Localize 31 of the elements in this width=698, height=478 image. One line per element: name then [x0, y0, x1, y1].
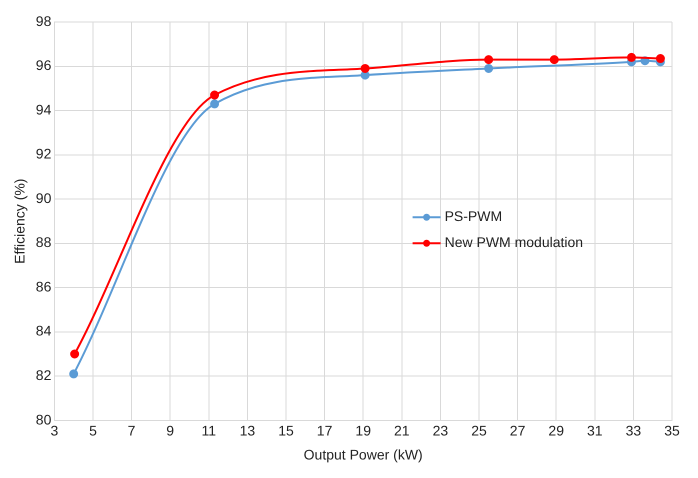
x-tick-label: 27	[510, 422, 526, 439]
y-tick-label: 94	[36, 101, 52, 118]
y-tick-label: 96	[36, 57, 52, 74]
x-tick-label: 23	[432, 422, 448, 439]
x-tick-label: 19	[355, 422, 372, 439]
x-tick-label: 21	[394, 422, 410, 439]
x-tick-label: 9	[166, 422, 174, 439]
x-tick-label: 15	[278, 422, 294, 439]
x-tick-label: 7	[128, 422, 136, 439]
x-axis-title: Output Power (kW)	[304, 446, 423, 462]
y-tick-label: 86	[36, 278, 52, 294]
x-tick-label: 5	[89, 422, 98, 439]
x-tick-label: 17	[316, 422, 333, 439]
x-tick-label: 11	[202, 422, 216, 439]
y-tick-label: 92	[36, 146, 52, 162]
y-axis-title: Efficiency (%)	[11, 178, 28, 264]
y-tick-label: 80	[36, 411, 52, 428]
x-tick-label: 13	[240, 422, 256, 439]
x-tick-label: 35	[664, 422, 680, 439]
y-tick-label: 82	[36, 366, 52, 383]
x-tick-label: 29	[548, 422, 564, 439]
y-tick-label: 98	[36, 12, 52, 29]
x-tick-label: 33	[626, 422, 642, 439]
x-tick-label: 31	[587, 422, 603, 439]
y-tick-label: 90	[36, 190, 52, 206]
legend-label: PS-PWM	[444, 208, 502, 224]
x-tick-label: 25	[471, 422, 487, 439]
y-tick-label: 88	[36, 234, 52, 250]
y-tick-label: 84	[36, 322, 52, 339]
x-tick-label: 3	[50, 422, 58, 439]
legend-label: New PWM modulation	[444, 234, 584, 250]
